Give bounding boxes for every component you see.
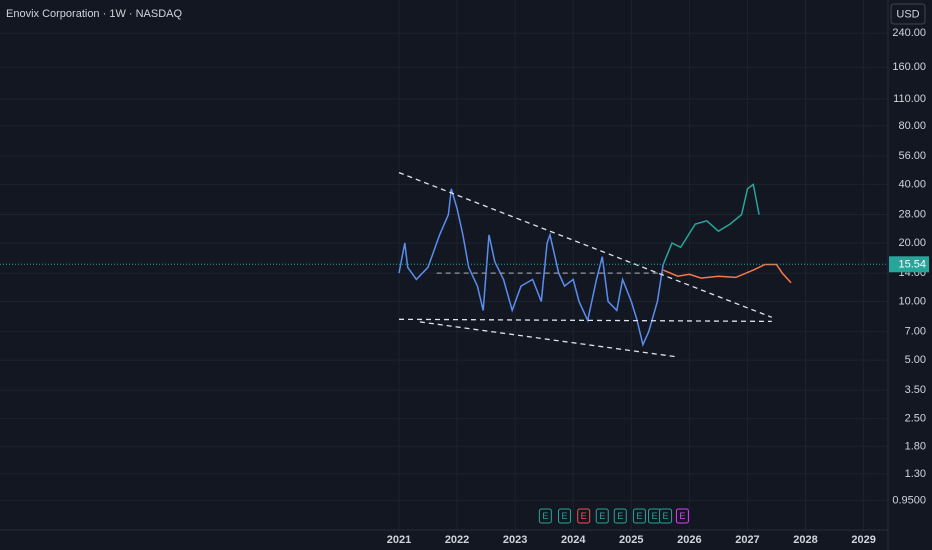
x-tick-label: 2022 bbox=[445, 534, 469, 546]
earnings-marker bbox=[595, 508, 609, 524]
y-tick-label: 110.00 bbox=[893, 93, 926, 105]
earnings-label: E bbox=[542, 511, 548, 521]
earnings-marker bbox=[538, 508, 552, 524]
y-tick-label: 160.00 bbox=[892, 61, 926, 73]
earnings-label: E bbox=[663, 511, 669, 521]
trend-line bbox=[419, 321, 677, 358]
y-tick-label: 40.00 bbox=[898, 178, 926, 190]
x-tick-label: 2024 bbox=[561, 534, 586, 546]
x-tick-label: 2023 bbox=[503, 534, 527, 546]
earnings-label: E bbox=[581, 511, 587, 521]
x-tick-label: 2029 bbox=[851, 534, 875, 546]
earnings-label: E bbox=[617, 511, 623, 521]
earnings-marker bbox=[613, 508, 627, 524]
y-tick-label: 240.00 bbox=[892, 27, 926, 39]
earnings-marker bbox=[675, 508, 689, 524]
x-tick-label: 2028 bbox=[793, 534, 817, 546]
y-tick-label: 10.00 bbox=[898, 295, 926, 307]
y-tick-label: 56.00 bbox=[898, 150, 926, 162]
earnings-marker bbox=[659, 508, 673, 524]
earnings-label: E bbox=[562, 511, 568, 521]
y-tick-label: 80.00 bbox=[898, 120, 926, 132]
x-tick-label: 2025 bbox=[619, 534, 643, 546]
x-tick-label: 2026 bbox=[677, 534, 701, 546]
y-tick-label: 3.50 bbox=[905, 384, 926, 396]
price-line bbox=[662, 263, 792, 284]
price-line bbox=[662, 183, 760, 265]
grid bbox=[0, 0, 888, 530]
currency[interactable]: USD bbox=[896, 8, 919, 20]
y-tick-label: 20.00 bbox=[898, 237, 926, 249]
y-tick-label: 5.00 bbox=[905, 354, 926, 366]
earnings-marker bbox=[577, 508, 591, 524]
chart-title: Enovix Corporation · 1W · NASDAQ bbox=[6, 8, 182, 20]
trend-line bbox=[398, 171, 773, 318]
y-tick-label: 0.9500 bbox=[892, 494, 926, 506]
last-price-tag bbox=[889, 256, 929, 273]
earnings-label: E bbox=[679, 511, 685, 521]
y-tick-label: 28.00 bbox=[898, 208, 926, 220]
axes: 240.00 160.00 110.00 80.00 56.00 40.00 28.00 20… bbox=[387, 27, 929, 546]
currency-button[interactable] bbox=[890, 3, 926, 25]
x-tick-label: 2021 bbox=[387, 534, 411, 546]
last-price-label: 15.54 bbox=[898, 259, 926, 271]
y-tick-label: 1.80 bbox=[905, 440, 926, 452]
earnings-label: E bbox=[652, 511, 658, 521]
earnings-marker bbox=[558, 508, 572, 524]
y-tick-label: 2.50 bbox=[905, 413, 926, 425]
price-line bbox=[398, 188, 664, 348]
y-tick-label: 1.30 bbox=[905, 468, 926, 480]
earnings-label: E bbox=[599, 511, 605, 521]
y-tick-label: 7.00 bbox=[905, 326, 926, 338]
earnings-marker bbox=[632, 508, 646, 524]
trend-line bbox=[398, 318, 772, 323]
earnings-label: E bbox=[636, 511, 642, 521]
x-tick-label: 2027 bbox=[735, 534, 759, 546]
